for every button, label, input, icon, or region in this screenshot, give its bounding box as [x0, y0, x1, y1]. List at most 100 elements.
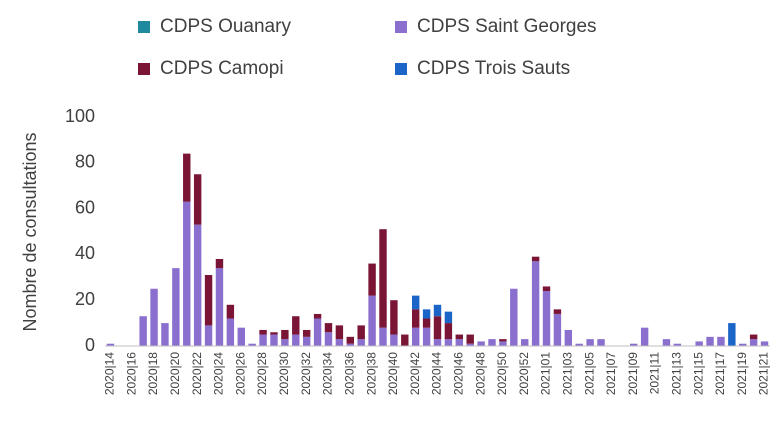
bar-segment — [324, 323, 333, 333]
bar-segment — [586, 339, 594, 346]
bar-segment — [630, 343, 638, 346]
bar-segment — [161, 323, 169, 346]
bar-segment — [248, 343, 256, 346]
bar-segment — [499, 339, 507, 342]
bar-segment — [477, 341, 485, 346]
bar-segment — [455, 339, 464, 346]
bar-segment — [444, 311, 453, 324]
bar-segment — [193, 174, 202, 225]
bar-segment — [422, 309, 431, 319]
x-tick-label: 2020|16 — [124, 352, 138, 395]
legend-swatch — [138, 21, 150, 33]
bar-segment — [422, 327, 431, 346]
bar-segment — [259, 334, 267, 346]
bar-segment — [640, 327, 649, 346]
x-tick-label: 2021|13 — [670, 352, 684, 395]
x-tick-label: 2020|20 — [168, 352, 182, 395]
bar-segment — [313, 318, 322, 346]
bar-segment — [302, 336, 311, 346]
y-tick-label: 80 — [75, 152, 95, 172]
x-tick-label: 2021|17 — [713, 352, 727, 395]
bar-segment — [204, 325, 213, 346]
y-tick-label: 0 — [85, 335, 95, 355]
bar-segment — [749, 339, 758, 346]
bar-segment — [499, 341, 507, 346]
bar-segment — [597, 339, 605, 346]
x-tick-label: 2020|32 — [299, 352, 313, 395]
bar-segment — [368, 295, 376, 346]
bar-segment — [695, 341, 703, 346]
bar-segment — [281, 339, 289, 346]
x-tick-label: 2021|05 — [582, 352, 596, 395]
bar-segment — [455, 334, 464, 340]
bar-segment — [510, 288, 518, 346]
bar-segment — [302, 329, 311, 337]
y-tick-label: 20 — [75, 289, 95, 309]
bar-segment — [226, 318, 235, 346]
bar-segment — [183, 201, 191, 346]
bar-segment — [390, 334, 398, 346]
bar-segment — [172, 268, 180, 346]
bar-segment — [466, 343, 474, 346]
x-tick-label: 2020|36 — [342, 352, 356, 395]
bar-segment — [259, 329, 267, 335]
bar-segment — [215, 268, 224, 346]
bar-segment — [215, 258, 224, 269]
bar-segment — [226, 304, 235, 319]
bar-segment — [433, 304, 442, 317]
bar-segment — [292, 316, 300, 335]
x-tick-label: 2020|40 — [386, 352, 400, 395]
bar-segment — [368, 263, 376, 296]
bar-segment — [422, 318, 431, 328]
bar-segment — [411, 309, 420, 328]
bar-segment — [717, 336, 725, 346]
y-tick-label: 40 — [75, 243, 95, 263]
bar-segment — [139, 316, 147, 346]
bar-segment — [531, 261, 540, 346]
y-axis-label: Nombre de consultations — [20, 132, 40, 331]
bar-segment — [706, 336, 714, 346]
bar-segment — [346, 343, 354, 346]
x-tick-label: 2021|15 — [691, 352, 705, 395]
x-tick-label: 2020|22 — [190, 352, 204, 395]
y-tick-label: 60 — [75, 197, 95, 217]
bar-segment — [760, 341, 769, 346]
bar-segment — [313, 313, 322, 319]
x-tick-label: 2020|26 — [233, 352, 247, 395]
bar-segment — [411, 295, 420, 310]
bar-segment — [521, 339, 529, 346]
legend-label: CDPS Ouanary — [160, 16, 291, 37]
bar-segment — [466, 334, 474, 344]
bar-segment — [728, 323, 736, 346]
bar-segment — [270, 334, 278, 346]
bar-segment — [488, 339, 496, 346]
bar-segment — [270, 332, 278, 335]
bar-segment — [193, 224, 202, 346]
bar-segment — [324, 332, 333, 346]
bar-segment — [401, 334, 409, 346]
bar-segment — [542, 291, 551, 346]
legend-swatch — [138, 63, 150, 75]
bar-segment — [433, 339, 442, 346]
x-tick-label: 2020|28 — [255, 352, 269, 395]
x-tick-label: 2020|24 — [212, 352, 226, 395]
bar-segment — [379, 229, 387, 328]
bar-segment — [106, 343, 115, 346]
bar-segment — [564, 329, 573, 346]
bar-segment — [281, 329, 289, 340]
x-tick-label: 2020|50 — [495, 352, 509, 395]
legend-swatch — [395, 21, 407, 33]
bar-segment — [542, 286, 551, 292]
x-tick-label: 2020|30 — [277, 352, 291, 395]
x-tick-label: 2021|11 — [648, 352, 662, 395]
bar-segment — [204, 275, 213, 326]
bar-segment — [335, 339, 344, 346]
x-tick-label: 2021|19 — [735, 352, 749, 395]
bar-segment — [662, 339, 671, 346]
bar-segment — [739, 343, 747, 346]
x-tick-label: 2020|46 — [451, 352, 465, 395]
bar-segment — [531, 256, 540, 262]
x-tick-label: 2020|18 — [146, 352, 160, 395]
x-tick-label: 2020|48 — [473, 352, 487, 395]
